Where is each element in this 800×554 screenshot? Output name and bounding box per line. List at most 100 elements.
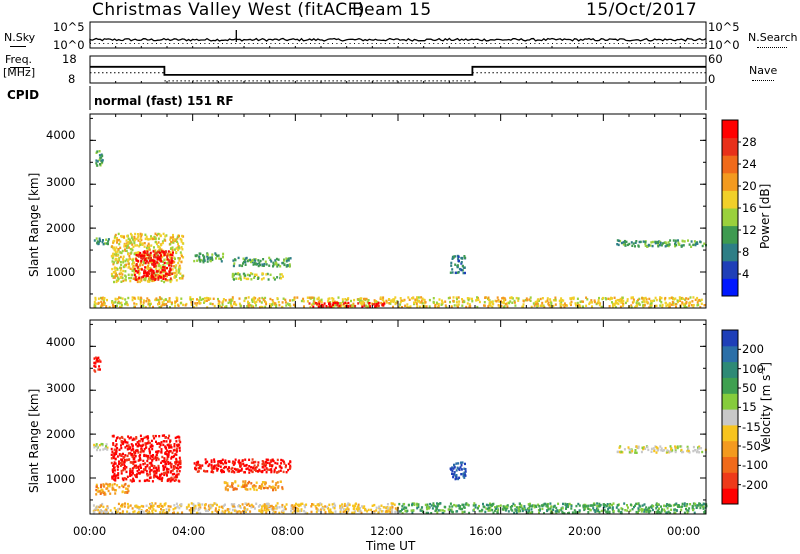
velocity-cell (394, 510, 397, 513)
velocity-cell (496, 505, 499, 508)
velocity-cell (583, 505, 586, 509)
xtick-6: 00:00 (667, 524, 701, 538)
velocity-cell (124, 439, 127, 442)
velocity-cell (166, 455, 169, 458)
power-cell (133, 261, 135, 264)
power-cell (408, 298, 411, 301)
velocity-cell (340, 505, 343, 509)
power-cell (258, 261, 261, 264)
power-cell (94, 302, 97, 305)
velocity-cell (695, 450, 698, 454)
power-cell (179, 272, 182, 275)
power-cell (683, 240, 686, 243)
velocity-cell (201, 503, 204, 506)
power-colorbar-tick: 16 (742, 201, 757, 215)
power-cell (275, 257, 278, 261)
velocity-cell (185, 507, 188, 510)
velocity-cell (142, 459, 145, 463)
velocity-cell (172, 449, 175, 452)
power-cell (318, 302, 321, 306)
power-cell (264, 260, 267, 263)
velocity-cell (664, 446, 667, 450)
power-cell (456, 265, 459, 268)
power-cell (681, 239, 684, 242)
velocity-cell (160, 448, 163, 451)
velocity-cell (203, 506, 206, 509)
velocity-cell (344, 509, 346, 513)
velocity-cell (407, 503, 410, 507)
velocity-cell (426, 506, 429, 510)
power-cell (274, 261, 277, 264)
power-cell (182, 256, 185, 259)
power-cell (255, 273, 258, 276)
velocity-cell (352, 507, 355, 511)
power-cell (96, 242, 99, 245)
power-cell (367, 299, 370, 302)
power-cell (413, 301, 415, 304)
power-cell (453, 304, 456, 307)
velocity-cell (99, 492, 102, 495)
velocity-cell (300, 508, 303, 511)
power-cell (262, 277, 265, 280)
power-cell (579, 305, 582, 308)
velocity-cell (688, 507, 691, 510)
power-cell (483, 304, 485, 307)
velocity-cell (560, 507, 563, 510)
power-cell (171, 248, 174, 252)
power-cell (177, 304, 180, 307)
power-cell (700, 302, 703, 305)
power-cell (536, 305, 539, 308)
velocity-cell (293, 506, 296, 509)
velocity-cell (133, 460, 136, 464)
power-cell (511, 301, 514, 304)
velocity-cell (455, 469, 458, 472)
power-cell (253, 258, 255, 261)
velocity-cell (464, 462, 466, 466)
power-cell (136, 280, 139, 284)
velocity-cell (700, 447, 703, 450)
velocity-cell (244, 484, 246, 487)
velocity-cell (169, 439, 172, 442)
noise-sky-series (89, 37, 707, 43)
velocity-cell (299, 504, 302, 507)
velocity-cell (317, 509, 320, 512)
power-cell (116, 297, 119, 301)
velocity-cell (447, 508, 450, 511)
velocity-cell (298, 503, 301, 507)
power-cell (458, 300, 461, 303)
power-cell (666, 303, 669, 306)
power-cell (254, 258, 257, 261)
velocity-cell (118, 486, 121, 489)
velocity-cell (94, 370, 97, 373)
velocity-cell (130, 443, 133, 446)
power-cell (655, 298, 658, 302)
velocity-cell (263, 486, 265, 490)
velocity-cell (424, 503, 427, 507)
velocity-cell (167, 460, 170, 464)
velocity-cell (674, 446, 677, 449)
power-cell (130, 251, 133, 254)
velocity-cell (139, 451, 142, 454)
power-cell (331, 297, 334, 300)
power-cell (515, 296, 518, 300)
velocity-cell (98, 511, 101, 514)
power-cell (152, 250, 155, 253)
power-cell (247, 296, 250, 299)
velocity-cell (124, 454, 127, 457)
power-cell (143, 252, 146, 256)
velocity-cell (117, 507, 120, 511)
velocity-cell (224, 486, 227, 489)
velocity-cell (143, 447, 146, 451)
power-cell (238, 273, 241, 276)
velocity-cell (680, 448, 683, 452)
power-cell (649, 306, 652, 309)
velocity-cell (174, 478, 177, 482)
power-cell (509, 300, 512, 303)
power-cell (125, 301, 128, 304)
velocity-cell (165, 508, 168, 511)
power-cell (152, 271, 155, 274)
date-label: 15/Oct/2017 (586, 0, 698, 20)
power-cell (661, 305, 664, 308)
power-cell (190, 301, 193, 304)
velocity-cell (502, 505, 505, 508)
